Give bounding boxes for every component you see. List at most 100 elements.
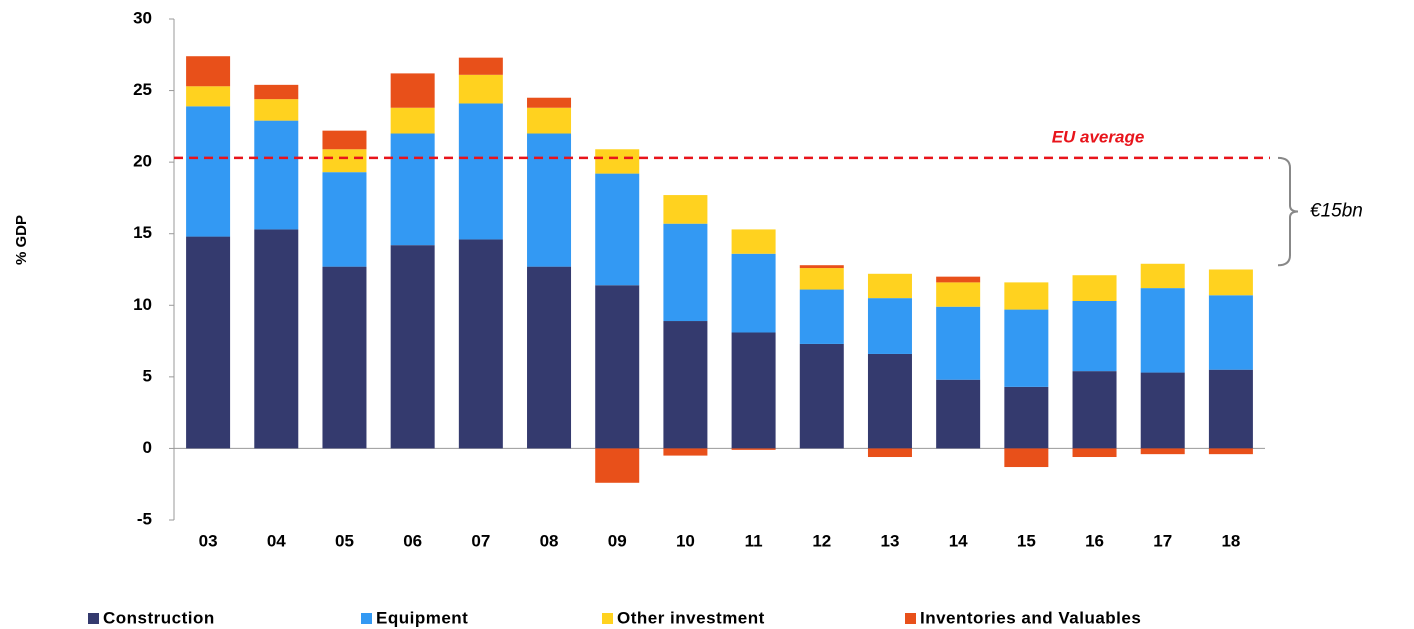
bar-segment — [527, 266, 572, 449]
y-tick-label: 15 — [133, 223, 152, 242]
y-tick-label: 25 — [133, 80, 152, 99]
bar-segment — [458, 103, 503, 240]
bar-segment — [322, 149, 367, 173]
x-tick-label: 17 — [1153, 531, 1172, 550]
x-tick-label: 03 — [199, 531, 218, 550]
bar-segment — [663, 321, 708, 449]
bar-segment — [1004, 448, 1049, 468]
bar-segment — [663, 448, 708, 456]
bar-segment — [1072, 448, 1117, 458]
bar-segment — [390, 133, 435, 246]
x-tick-label: 12 — [812, 531, 831, 550]
bar-segment — [731, 229, 776, 254]
bar-segment — [731, 448, 776, 450]
y-tick-label: 5 — [143, 366, 152, 385]
bar-segment — [1208, 369, 1253, 449]
bar-segment — [458, 239, 503, 449]
x-tick-label: 15 — [1017, 531, 1036, 550]
y-tick-label: 20 — [133, 152, 152, 171]
x-tick-label: 10 — [676, 531, 695, 550]
x-tick-label: 09 — [608, 531, 627, 550]
bar-segment — [595, 285, 640, 449]
legend-swatch — [361, 613, 372, 624]
bar-segment — [390, 73, 435, 108]
x-tick-label: 06 — [403, 531, 422, 550]
bar-segment — [1208, 448, 1253, 455]
x-tick-label: 16 — [1085, 531, 1104, 550]
bar-segment — [1072, 371, 1117, 449]
bar-segment — [390, 107, 435, 134]
bar-segment — [322, 130, 367, 150]
bar-segment — [1072, 300, 1117, 372]
bar-segment — [254, 99, 299, 121]
bar-segment — [1208, 295, 1253, 370]
y-tick-label: -5 — [137, 509, 152, 528]
legend-label: Construction — [103, 608, 215, 627]
bar-segment — [799, 289, 844, 344]
x-tick-label: 05 — [335, 531, 354, 550]
bar-segment — [1140, 288, 1185, 373]
bar-segment — [527, 107, 572, 134]
bar-segment — [1004, 282, 1049, 310]
bar-segment — [527, 97, 572, 108]
x-tick-label: 13 — [881, 531, 900, 550]
bar-segment — [867, 298, 912, 354]
bar-segment — [867, 273, 912, 299]
bar-segment — [799, 268, 844, 290]
reference-label: EU average — [1052, 127, 1145, 146]
bar-segment — [1004, 386, 1049, 449]
legend-label: Inventories and Valuables — [920, 608, 1141, 627]
bar-segment — [186, 106, 231, 237]
x-tick-label: 18 — [1221, 531, 1240, 550]
x-tick-label: 11 — [745, 531, 763, 550]
y-tick-label: 10 — [133, 295, 152, 314]
bar-segment — [867, 448, 912, 458]
bar-segment — [663, 195, 708, 224]
bar-segment — [322, 266, 367, 449]
bar-segment — [1004, 309, 1049, 387]
bracket-label: €15bn — [1310, 201, 1363, 222]
x-tick-label: 04 — [267, 531, 286, 550]
bar-segment — [186, 236, 231, 449]
legend-label: Equipment — [376, 608, 468, 627]
bar-segment — [936, 306, 981, 380]
bar-segment — [595, 149, 640, 174]
bar-segment — [731, 253, 776, 333]
bar-segment — [936, 282, 981, 307]
x-tick-label: 08 — [540, 531, 559, 550]
bar-segment — [1140, 448, 1185, 455]
bar-segment — [390, 245, 435, 449]
legend-swatch — [88, 613, 99, 624]
bar-segment — [527, 133, 572, 267]
bar-segment — [936, 379, 981, 449]
bar-segment — [1140, 263, 1185, 289]
bar-segment — [322, 172, 367, 267]
y-tick-label: 30 — [133, 8, 152, 27]
bar-segment — [1140, 372, 1185, 449]
bar-segment — [186, 86, 231, 107]
bar-segment — [663, 223, 708, 322]
bar-segment — [799, 265, 844, 269]
y-axis-label: % GDP — [13, 215, 30, 265]
bracket — [1277, 156, 1299, 267]
bar-segment — [1072, 275, 1117, 301]
legend-swatch — [905, 613, 916, 624]
x-tick-label: 14 — [949, 531, 968, 550]
bar-segment — [186, 56, 231, 87]
legend-label: Other investment — [617, 608, 765, 627]
y-tick-label: 0 — [143, 438, 152, 457]
bar-segment — [254, 229, 299, 449]
bar-segment — [936, 276, 981, 283]
bar-segment — [731, 332, 776, 449]
bar-segment — [254, 120, 299, 230]
bar-segment — [254, 84, 299, 100]
legend-swatch — [602, 613, 613, 624]
bar-segment — [595, 448, 640, 483]
x-tick-label: 07 — [471, 531, 490, 550]
bar-segment — [799, 343, 844, 449]
bar-segment — [595, 173, 640, 286]
bar-segment — [867, 353, 912, 449]
bar-segment — [458, 74, 503, 104]
bar-segment — [458, 57, 503, 75]
